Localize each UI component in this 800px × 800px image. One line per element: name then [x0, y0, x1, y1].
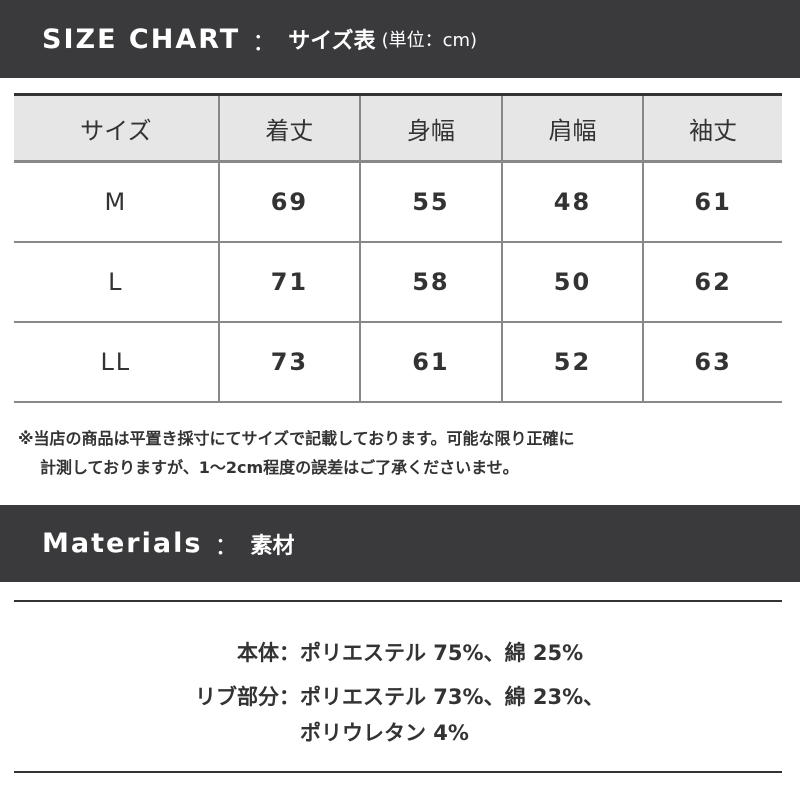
cell: 58: [359, 241, 502, 322]
cell: 69: [217, 161, 361, 242]
table-row: L 71 58 50 62: [14, 241, 782, 322]
cell: 61: [642, 161, 782, 242]
header-cell: 肩幅: [500, 94, 644, 163]
size-table: サイズ 着丈 身幅 肩幅 袖丈 M 69 55 48 61 L 71 58 50 62 LL 73…: [14, 93, 782, 403]
note-line-2: 計測しておりますが、1〜2cm程度の誤差はご了承くださいませ。: [40, 458, 519, 477]
material-item-continued: ポリウレタン 4%: [0, 712, 800, 752]
material-label: リブ部分：: [195, 685, 300, 709]
unit-label: (単位：cm): [381, 30, 478, 51]
cell: 73: [217, 321, 361, 402]
materials-title: Materials: [42, 528, 203, 559]
material-label: 本体：: [237, 641, 300, 665]
cell: LL: [100, 347, 132, 376]
header-cell: 着丈: [217, 94, 361, 163]
cell: M: [104, 187, 128, 216]
cell: 71: [217, 241, 361, 322]
table-header-row: サイズ 着丈 身幅 肩幅 袖丈: [14, 94, 782, 163]
size-chart-subtitle: サイズ表: [288, 29, 376, 54]
material-value: ポリエステル 75%、綿 25%: [300, 641, 584, 665]
header-cell: サイズ: [14, 94, 219, 163]
header-cell: 袖丈: [642, 94, 782, 163]
material-value: ポリウレタン 4%: [300, 721, 469, 745]
material-item: 本体： ポリエステル 75%、綿 25%: [0, 632, 800, 672]
separator: ：: [252, 27, 277, 56]
cell: 55: [359, 161, 502, 242]
cell: 62: [642, 241, 782, 322]
note-line-1: ※当店の商品は平置き採寸にてサイズで記載しております。可能な限り正確に: [18, 429, 575, 448]
size-chart-header: SIZE CHART ： サイズ表 (単位：cm): [0, 0, 800, 78]
table-row: LL 73 61 52 63: [14, 321, 782, 402]
cell: 48: [500, 161, 644, 242]
size-chart-title: SIZE CHART: [42, 23, 241, 55]
cell: 50: [500, 241, 644, 322]
material-item: リブ部分： ポリエステル 73%、綿 23%、: [0, 676, 800, 716]
materials-list: 本体： ポリエステル 75%、綿 25% リブ部分： ポリエステル 73%、綿 23…: [0, 632, 800, 752]
measurement-note: ※当店の商品は平置き採寸にてサイズで記載しております。可能な限り正確に 計測して…: [18, 424, 575, 482]
cell: 52: [500, 321, 644, 402]
divider: [14, 600, 782, 602]
materials-subtitle: 素材: [250, 533, 295, 559]
material-value: ポリエステル 73%、綿 23%、: [300, 685, 605, 709]
cell: L: [108, 267, 124, 296]
table-row: M 69 55 48 61: [14, 161, 782, 242]
cell: 61: [359, 321, 502, 402]
materials-header: Materials ： 素材: [0, 505, 800, 582]
separator: ：: [214, 532, 239, 560]
divider: [14, 771, 782, 773]
header-cell: 身幅: [359, 94, 502, 163]
cell: 63: [642, 321, 782, 402]
